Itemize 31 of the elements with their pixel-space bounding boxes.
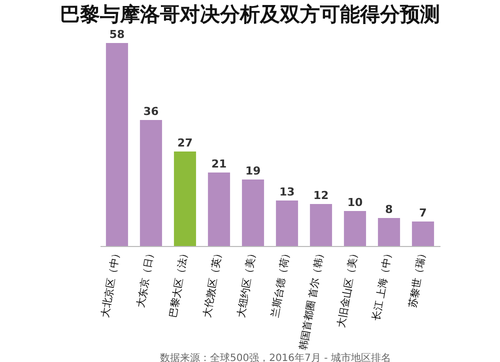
x-tick-label: 大伦敦区（英） bbox=[200, 247, 225, 318]
x-tick-label: 大北京区（中） bbox=[98, 247, 123, 318]
data-label: 58 bbox=[109, 28, 125, 41]
x-tick-label: 巴黎大区（法） bbox=[166, 247, 191, 318]
bar bbox=[140, 120, 162, 246]
bar bbox=[412, 222, 434, 246]
bar bbox=[208, 172, 230, 246]
data-label: 36 bbox=[143, 105, 159, 118]
data-label: 13 bbox=[279, 186, 295, 198]
x-tick-label: 大旧金山区（美） bbox=[335, 247, 361, 328]
bar bbox=[276, 200, 298, 246]
x-tick-label: 兰斯台德（荷） bbox=[268, 247, 293, 318]
x-tick-label: 韩国首都圈 首尔（韩） bbox=[297, 247, 327, 352]
data-label: 19 bbox=[245, 164, 261, 178]
bar bbox=[106, 43, 128, 246]
data-label: 7 bbox=[419, 206, 427, 220]
data-label: 10 bbox=[347, 196, 363, 209]
x-tick-label: 大东京（日） bbox=[134, 247, 157, 309]
bar bbox=[242, 180, 264, 246]
chart-title: 巴黎与摩洛哥对决分析及双方可能得分预测 bbox=[60, 2, 440, 26]
data-label: 27 bbox=[177, 136, 193, 150]
bar bbox=[344, 211, 366, 246]
x-tick-label: 长江 上海（中） bbox=[370, 247, 395, 322]
bar bbox=[174, 152, 196, 246]
data-label: 21 bbox=[211, 158, 227, 170]
data-label: 8 bbox=[385, 203, 393, 216]
x-tick-label: 大纽约区（美） bbox=[234, 247, 259, 318]
bar bbox=[310, 204, 332, 246]
data-label: 12 bbox=[313, 189, 329, 202]
bar bbox=[378, 218, 400, 246]
x-tick-label: 苏黎世（瑞） bbox=[406, 247, 429, 309]
